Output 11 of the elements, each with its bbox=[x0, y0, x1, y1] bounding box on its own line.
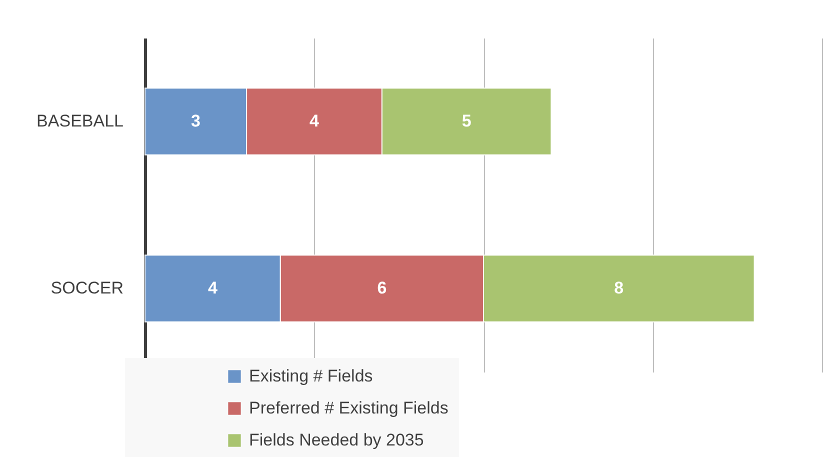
legend-label: Fields Needed by 2035 bbox=[249, 430, 424, 450]
data-label: 4 bbox=[310, 112, 320, 130]
data-label: 6 bbox=[377, 278, 387, 298]
legend-label: Preferred # Existing Fields bbox=[249, 398, 448, 418]
data-label: 5 bbox=[462, 112, 472, 130]
y-tick-label: BASEBALL bbox=[36, 112, 124, 130]
data-label: 3 bbox=[191, 112, 201, 130]
y-tick-label: SOCCER bbox=[50, 278, 124, 298]
data-label: 4 bbox=[208, 278, 218, 298]
legend-label: Existing # Fields bbox=[249, 366, 373, 386]
data-label: 8 bbox=[614, 278, 624, 298]
